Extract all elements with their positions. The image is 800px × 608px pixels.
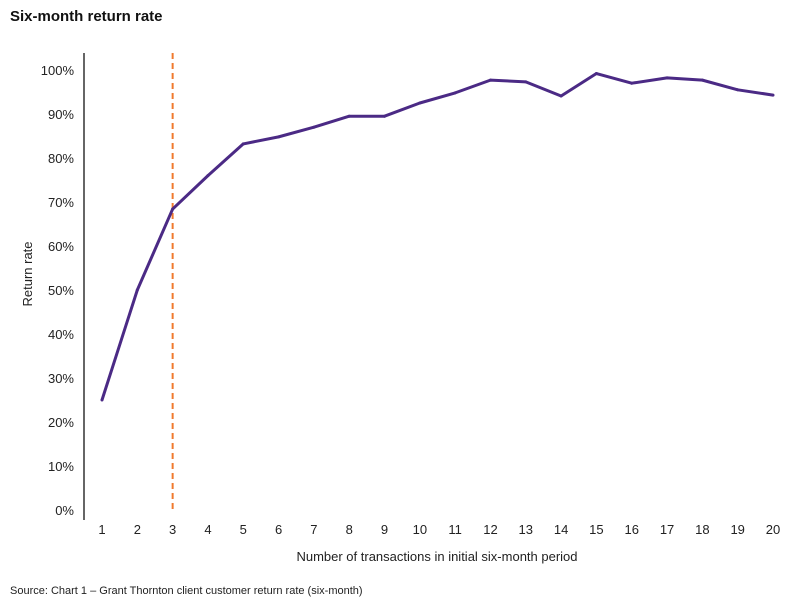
y-tick-label: 30% [48,371,74,386]
y-tick-label: 60% [48,239,74,254]
y-axis-label: Return rate [20,241,35,306]
data-point [135,288,139,292]
x-tick-label: 18 [695,522,709,537]
x-tick-label: 4 [204,522,211,537]
x-tick-label: 7 [310,522,317,537]
x-tick-label: 10 [413,522,427,537]
data-point [559,94,563,98]
data-point [241,142,245,146]
data-point [418,101,422,105]
data-point [453,91,457,95]
y-tick-label: 40% [48,327,74,342]
data-point [488,78,492,82]
data-point [594,72,598,76]
x-tick-label: 14 [554,522,568,537]
y-tick-label: 20% [48,415,74,430]
x-tick-label: 3 [169,522,176,537]
x-axis-label: Number of transactions in initial six-mo… [296,549,577,564]
x-tick-label: 6 [275,522,282,537]
x-tick-label: 2 [134,522,141,537]
data-point [630,81,634,85]
y-tick-label: 10% [48,459,74,474]
y-tick-label: 70% [48,195,74,210]
x-tick-label: 5 [240,522,247,537]
x-tick-label: 13 [519,522,533,537]
x-tick-label: 12 [483,522,497,537]
data-point [665,76,669,80]
x-tick-label: 8 [346,522,353,537]
data-point [700,78,704,82]
chart-source: Source: Chart 1 – Grant Thornton client … [10,585,363,597]
data-point [206,174,210,178]
y-tick-label: 90% [48,107,74,122]
data-point [100,398,104,402]
x-tick-label: 19 [730,522,744,537]
data-point [277,135,281,139]
data-point [383,114,387,118]
data-point [736,88,740,92]
data-point [347,114,351,118]
y-tick-label: 100% [41,63,75,78]
y-tick-label: 80% [48,151,74,166]
series-line [100,72,774,401]
data-point [171,207,175,211]
x-tick-label: 11 [448,522,462,537]
data-point [524,80,528,84]
x-tick-label: 1 [98,522,105,537]
data-point [771,93,775,97]
x-tick-label: 20 [766,522,780,537]
x-tick-label: 16 [625,522,639,537]
x-tick-label: 17 [660,522,674,537]
x-tick-label: 15 [589,522,603,537]
data-point [312,125,316,129]
x-tick-label: 9 [381,522,388,537]
y-tick-label: 50% [48,283,74,298]
chart-title: Six-month return rate [10,8,163,25]
y-tick-label: 0% [55,503,74,518]
